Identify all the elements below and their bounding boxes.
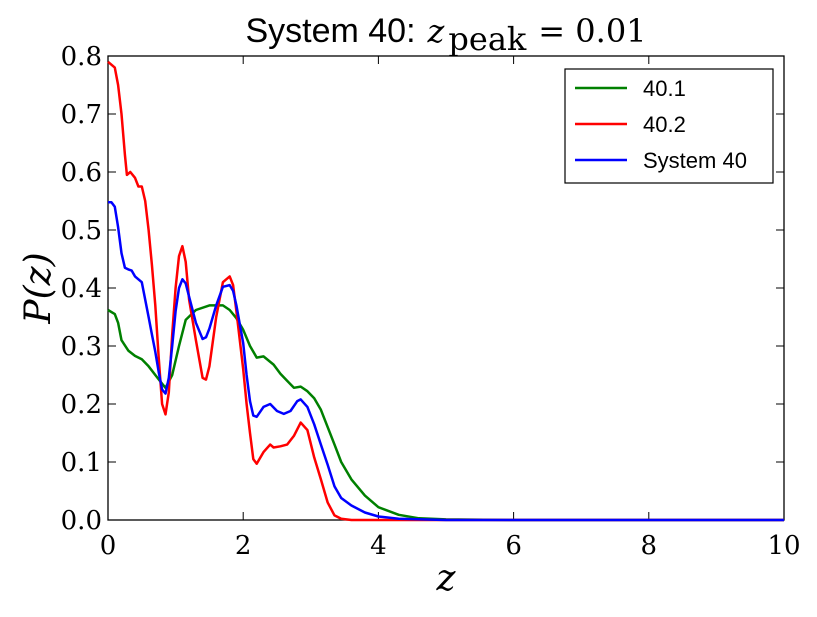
title-math-var: z <box>427 12 446 50</box>
x-tick-label: 0 <box>100 531 117 561</box>
x-tick-label: 10 <box>767 531 800 561</box>
y-tick-label: 0.2 <box>61 390 102 420</box>
legend-label-40-2: 40.2 <box>643 112 686 137</box>
y-tick-label: 0.4 <box>61 274 102 304</box>
y-tick-label: 0.6 <box>61 158 102 188</box>
x-tick-label: 4 <box>370 531 387 561</box>
legend: 40.1 40.2 System 40 <box>564 68 774 184</box>
y-tick-label: 0.7 <box>61 100 102 130</box>
chart-title: System 40: z peak = 0.01 <box>245 12 646 58</box>
y-tick-label: 0.1 <box>61 448 102 478</box>
title-math-rest: = 0.01 <box>538 12 646 50</box>
series-layer <box>107 60 784 522</box>
y-tick-label: 0.0 <box>61 506 102 536</box>
series-line-system-40 <box>108 200 784 522</box>
y-tick-label: 0.3 <box>61 332 102 362</box>
legend-label-system-40: System 40 <box>643 148 747 173</box>
x-tick-label: 2 <box>235 531 252 561</box>
series-line-40-2 <box>107 60 784 522</box>
legend-label-40-1: 40.1 <box>643 76 686 101</box>
x-axis-label: z <box>436 558 457 599</box>
x-tick-label: 6 <box>505 531 522 561</box>
title-prefix: System 40: <box>245 12 415 50</box>
title-math-sub: peak <box>448 20 527 58</box>
y-tick-label: 0.8 <box>61 42 102 72</box>
axis-ticks <box>107 55 785 521</box>
axis-tick-labels: 0 2 4 6 8 10 0.0 0.1 0.2 0.3 0.4 0.5 0.6 0.7 0.8 <box>61 42 801 561</box>
y-tick-label: 0.5 <box>61 216 102 246</box>
x-tick-label: 8 <box>641 531 658 561</box>
y-axis-label: P(z) <box>18 252 59 324</box>
series-line-40-1 <box>107 304 784 522</box>
